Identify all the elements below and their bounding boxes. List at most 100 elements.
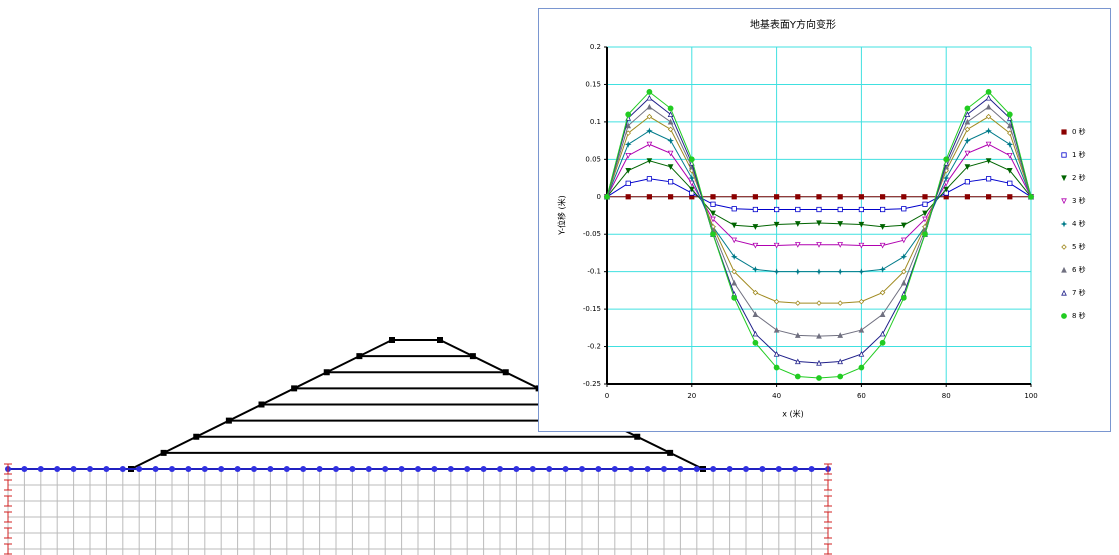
- ground-node: [398, 466, 405, 472]
- ground-node: [693, 466, 700, 472]
- x-tick-label: 20: [687, 392, 696, 400]
- support: [824, 463, 832, 475]
- marker: [880, 206, 886, 213]
- marker: [646, 113, 653, 120]
- marker: [625, 130, 631, 136]
- y-tick-label: -0.2: [587, 343, 601, 351]
- legend-label: 2 秒: [1072, 173, 1086, 182]
- ground-node: [726, 466, 733, 472]
- marker: [624, 141, 632, 148]
- marker: [794, 358, 801, 365]
- y-tick-label: -0.15: [583, 305, 601, 313]
- support: [824, 479, 832, 491]
- x-tick-label: 100: [1024, 392, 1037, 400]
- marker: [837, 242, 844, 248]
- ground-node: [300, 466, 307, 472]
- marker: [625, 111, 632, 118]
- marker: [858, 221, 865, 228]
- marker: [794, 242, 801, 248]
- node: [389, 337, 395, 343]
- ground-node: [21, 466, 28, 472]
- ground-node: [37, 466, 44, 472]
- marker: [858, 206, 865, 213]
- legend-label: 7 秒: [1072, 288, 1086, 297]
- ground-node: [283, 466, 290, 472]
- marker: [668, 179, 674, 185]
- marker: [985, 127, 992, 135]
- support: [4, 543, 12, 555]
- embankment-mesh: [4, 337, 832, 555]
- marker: [837, 206, 843, 213]
- marker: [858, 298, 865, 305]
- marker: [710, 210, 716, 217]
- marker: [646, 89, 653, 95]
- ground-node: [661, 466, 667, 472]
- ground-node: [628, 466, 635, 472]
- legend-label: 3 秒: [1072, 196, 1086, 205]
- marker: [667, 137, 674, 144]
- marker: [710, 194, 716, 200]
- marker: [625, 152, 632, 159]
- marker: [985, 94, 992, 101]
- marker: [837, 373, 844, 380]
- marker: [858, 194, 865, 200]
- legend-label: 6 秒: [1072, 265, 1086, 274]
- ground-node: [677, 466, 684, 472]
- marker: [964, 118, 971, 125]
- marker: [964, 164, 971, 170]
- marker: [646, 141, 653, 148]
- marker: [667, 105, 674, 112]
- support: [4, 463, 12, 475]
- ground-node: [497, 466, 503, 472]
- chart-title: 地基表面Y方向变形: [750, 18, 836, 31]
- ground-node: [152, 466, 159, 472]
- legend-label: 8 秒: [1072, 311, 1086, 320]
- marker: [879, 242, 886, 249]
- marker: [879, 224, 886, 230]
- marker: [731, 206, 737, 212]
- support: [4, 511, 12, 523]
- x-tick-label: 80: [942, 392, 951, 400]
- marker: [773, 298, 780, 305]
- marker: [646, 127, 653, 135]
- marker: [625, 122, 632, 129]
- marker: [752, 289, 759, 296]
- marker: [731, 268, 737, 275]
- support: [824, 527, 832, 539]
- ground-node: [382, 466, 389, 472]
- marker: [922, 194, 928, 200]
- ground-node: [201, 466, 208, 472]
- marker: [752, 330, 759, 337]
- ground-node: [103, 466, 110, 472]
- marker: [836, 268, 844, 276]
- marker: [964, 105, 971, 112]
- marker: [731, 237, 738, 244]
- marker: [773, 326, 780, 333]
- marker: [985, 141, 992, 148]
- marker: [1028, 193, 1034, 200]
- y-tick-label: -0.25: [583, 380, 601, 388]
- marker: [668, 194, 674, 200]
- support: [824, 495, 832, 507]
- marker: [816, 375, 822, 381]
- marker: [837, 332, 844, 338]
- marker: [604, 193, 610, 200]
- marker: [922, 210, 928, 217]
- marker: [858, 242, 865, 249]
- marker: [752, 311, 759, 317]
- marker: [794, 332, 801, 338]
- ground-node: [546, 466, 553, 472]
- marker: [900, 253, 908, 261]
- marker: [816, 300, 822, 306]
- marker: [731, 222, 738, 229]
- marker: [731, 279, 738, 286]
- marker: [879, 266, 886, 273]
- support: [4, 479, 12, 491]
- ground-node: [808, 466, 815, 472]
- marker: [1006, 141, 1014, 148]
- chart-window: [538, 8, 1111, 432]
- ground-node: [251, 466, 257, 472]
- marker: [816, 220, 822, 227]
- legend-marker: [1061, 198, 1067, 205]
